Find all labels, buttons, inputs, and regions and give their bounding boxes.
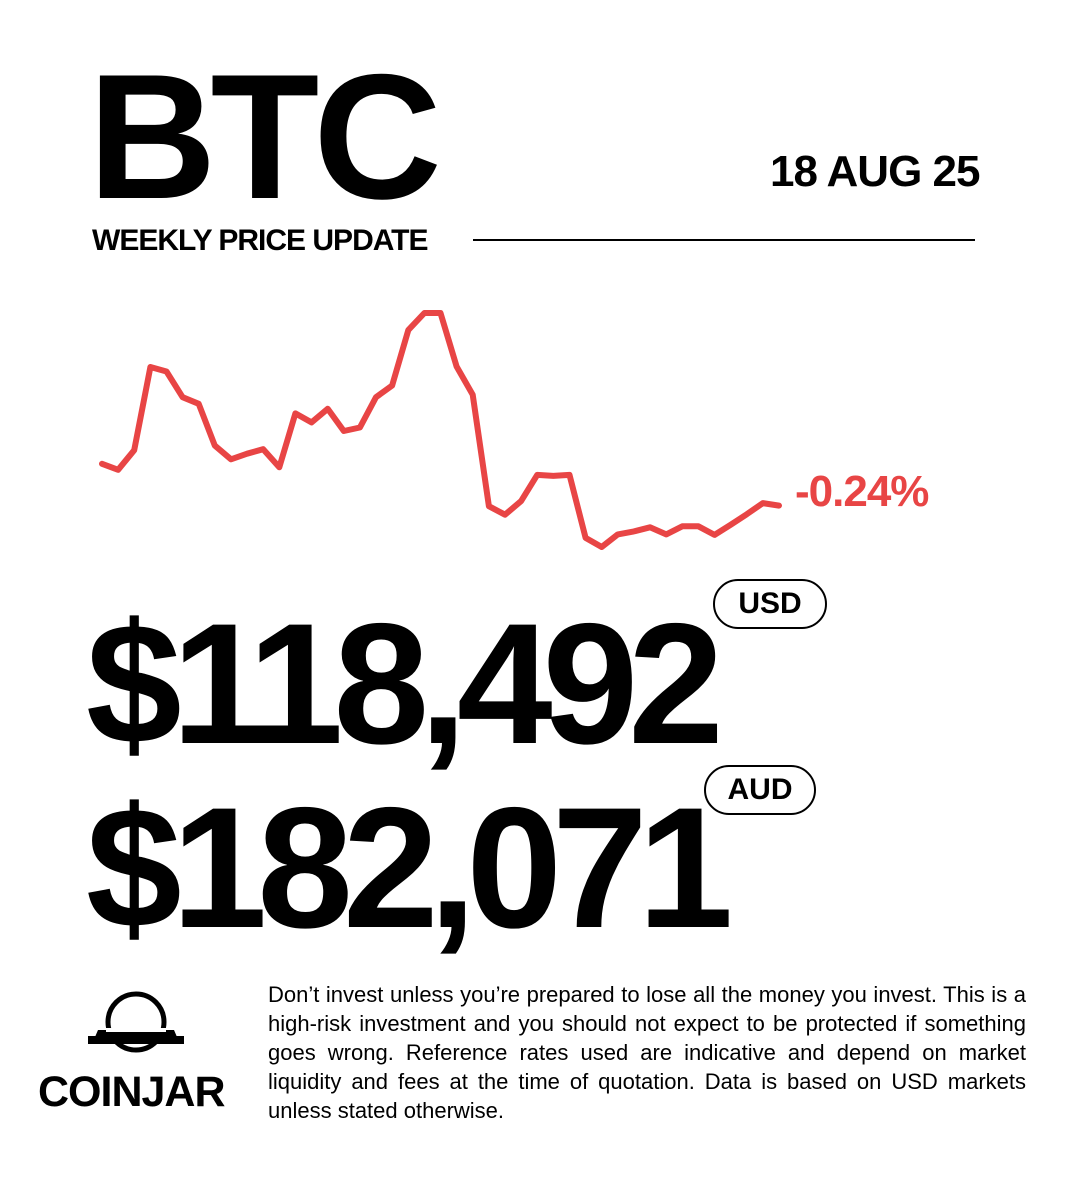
report-date: 18 AUG 25 bbox=[770, 147, 980, 196]
report-subtitle: WEEKLY PRICE UPDATE bbox=[92, 224, 429, 257]
risk-disclaimer: Don’t invest unless you’re prepared to l… bbox=[268, 982, 1026, 1123]
price-series-line bbox=[99, 310, 782, 550]
coinjar-logo-icon bbox=[88, 991, 184, 1053]
aud-currency-badge: AUD bbox=[704, 765, 816, 815]
brand-name: COINJAR bbox=[38, 1068, 226, 1116]
aud-price: $182,071 bbox=[86, 772, 733, 964]
price-line-chart bbox=[99, 310, 782, 550]
usd-currency-badge: USD bbox=[713, 579, 827, 629]
header-divider bbox=[473, 239, 975, 241]
usd-price: $118,492 bbox=[86, 588, 724, 780]
ticker-title: BTC bbox=[88, 37, 442, 236]
weekly-change-label: -0.24% bbox=[795, 467, 929, 516]
